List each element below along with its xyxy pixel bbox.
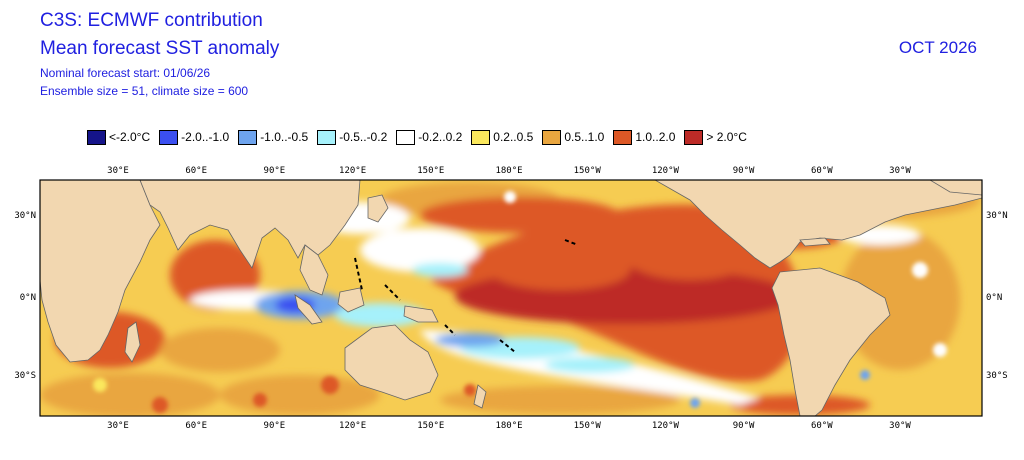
title-line-2: Mean forecast SST anomaly xyxy=(40,38,280,59)
caribbean-islands xyxy=(799,237,831,247)
lat-label-left: 0°N xyxy=(20,293,36,303)
legend-label: -2.0..-1.0 xyxy=(181,130,230,144)
japan xyxy=(367,194,389,223)
lon-label-top: 150°E xyxy=(417,166,444,176)
legend-swatch xyxy=(87,129,106,145)
legend-item: <-2.0°C xyxy=(87,129,151,145)
forecast-start-text: Nominal forecast start: 01/06/26 xyxy=(40,66,211,80)
lat-label-left: 30°S xyxy=(14,371,36,381)
lon-label-bottom: 60°E xyxy=(185,421,207,431)
legend-swatch xyxy=(471,129,491,145)
legend-label: 0.2..0.5 xyxy=(493,130,534,144)
legend-item: 0.2..0.5 xyxy=(471,129,534,145)
legend-swatch xyxy=(159,129,179,145)
lon-label-bottom: 180°E xyxy=(495,421,522,431)
title-line-1: C3S: ECMWF contribution xyxy=(40,10,263,31)
lon-label-bottom: 120°W xyxy=(652,421,680,431)
legend-label: -1.0..-0.5 xyxy=(260,130,309,144)
lon-label-bottom: 150°W xyxy=(574,421,602,431)
borneo xyxy=(337,287,365,313)
lon-label-bottom: 60°W xyxy=(811,421,833,431)
sumatra xyxy=(294,294,323,325)
legend-label: -0.2..0.2 xyxy=(418,130,463,144)
legend-swatch xyxy=(396,129,416,145)
legend-item: -2.0..-1.0 xyxy=(159,129,230,145)
madagascar xyxy=(124,321,141,363)
lon-label-top: 30°E xyxy=(107,166,129,176)
lon-label-bottom: 90°E xyxy=(264,421,286,431)
island-outlines xyxy=(354,239,579,353)
legend-swatch xyxy=(542,129,562,145)
lat-label-right: 30°N xyxy=(986,211,1008,221)
legend-label: <-2.0°C xyxy=(109,130,151,144)
map-area xyxy=(40,180,982,416)
australia xyxy=(344,324,439,401)
forecast-month: OCT 2026 xyxy=(898,38,977,57)
asia xyxy=(139,180,361,269)
lat-label-right: 0°N xyxy=(986,293,1002,303)
lon-label-top: 180°E xyxy=(495,166,522,176)
ensemble-size-text: Ensemble size = 51, climate size = 600 xyxy=(40,84,249,98)
legend-label: 0.5..1.0 xyxy=(564,130,605,144)
lon-label-bottom: 30°E xyxy=(107,421,129,431)
legend-item: 0.5..1.0 xyxy=(542,129,605,145)
south-america xyxy=(771,267,891,416)
indochina xyxy=(299,244,329,296)
map-frame xyxy=(39,179,983,417)
legend-swatch xyxy=(613,129,633,145)
legend-item: > 2.0°C xyxy=(684,129,747,145)
lon-label-top: 90°W xyxy=(733,166,755,176)
lat-label-left: 30°N xyxy=(14,211,36,221)
lon-label-top: 120°E xyxy=(339,166,366,176)
lat-label-right: 30°S xyxy=(986,371,1008,381)
land-masses xyxy=(40,180,982,416)
africa xyxy=(40,180,161,363)
lon-label-top: 120°W xyxy=(652,166,680,176)
legend-swatch xyxy=(238,129,258,145)
legend-label: -0.5..-0.2 xyxy=(339,130,388,144)
lon-label-bottom: 150°E xyxy=(417,421,444,431)
lon-label-top: 150°W xyxy=(574,166,602,176)
color-legend: <-2.0°C -2.0..-1.0 -1.0..-0.5 -0.5..-0.2… xyxy=(87,128,756,146)
legend-swatch xyxy=(684,129,704,145)
legend-item: -0.2..0.2 xyxy=(396,129,463,145)
legend-label: > 2.0°C xyxy=(706,130,747,144)
legend-item: 1.0..2.0 xyxy=(613,129,676,145)
map-tick-labels: 30°E 60°E 90°E 120°E 150°E 180°E 150°W 120°W 90°… xyxy=(14,166,1007,431)
lon-label-bottom: 30°W xyxy=(889,421,911,431)
north-atlantic-land xyxy=(929,180,982,196)
anomaly-speckles xyxy=(93,191,947,413)
legend-label: 1.0..2.0 xyxy=(635,130,676,144)
lon-label-top: 60°E xyxy=(185,166,207,176)
legend-swatch xyxy=(317,129,337,145)
new-guinea xyxy=(403,305,439,323)
lon-label-top: 90°E xyxy=(264,166,286,176)
lon-label-bottom: 120°E xyxy=(339,421,366,431)
lon-label-top: 30°W xyxy=(889,166,911,176)
legend-item: -0.5..-0.2 xyxy=(317,129,388,145)
legend-item: -1.0..-0.5 xyxy=(238,129,309,145)
lon-label-top: 60°W xyxy=(811,166,833,176)
lon-label-bottom: 90°W xyxy=(733,421,755,431)
new-zealand xyxy=(473,384,487,409)
